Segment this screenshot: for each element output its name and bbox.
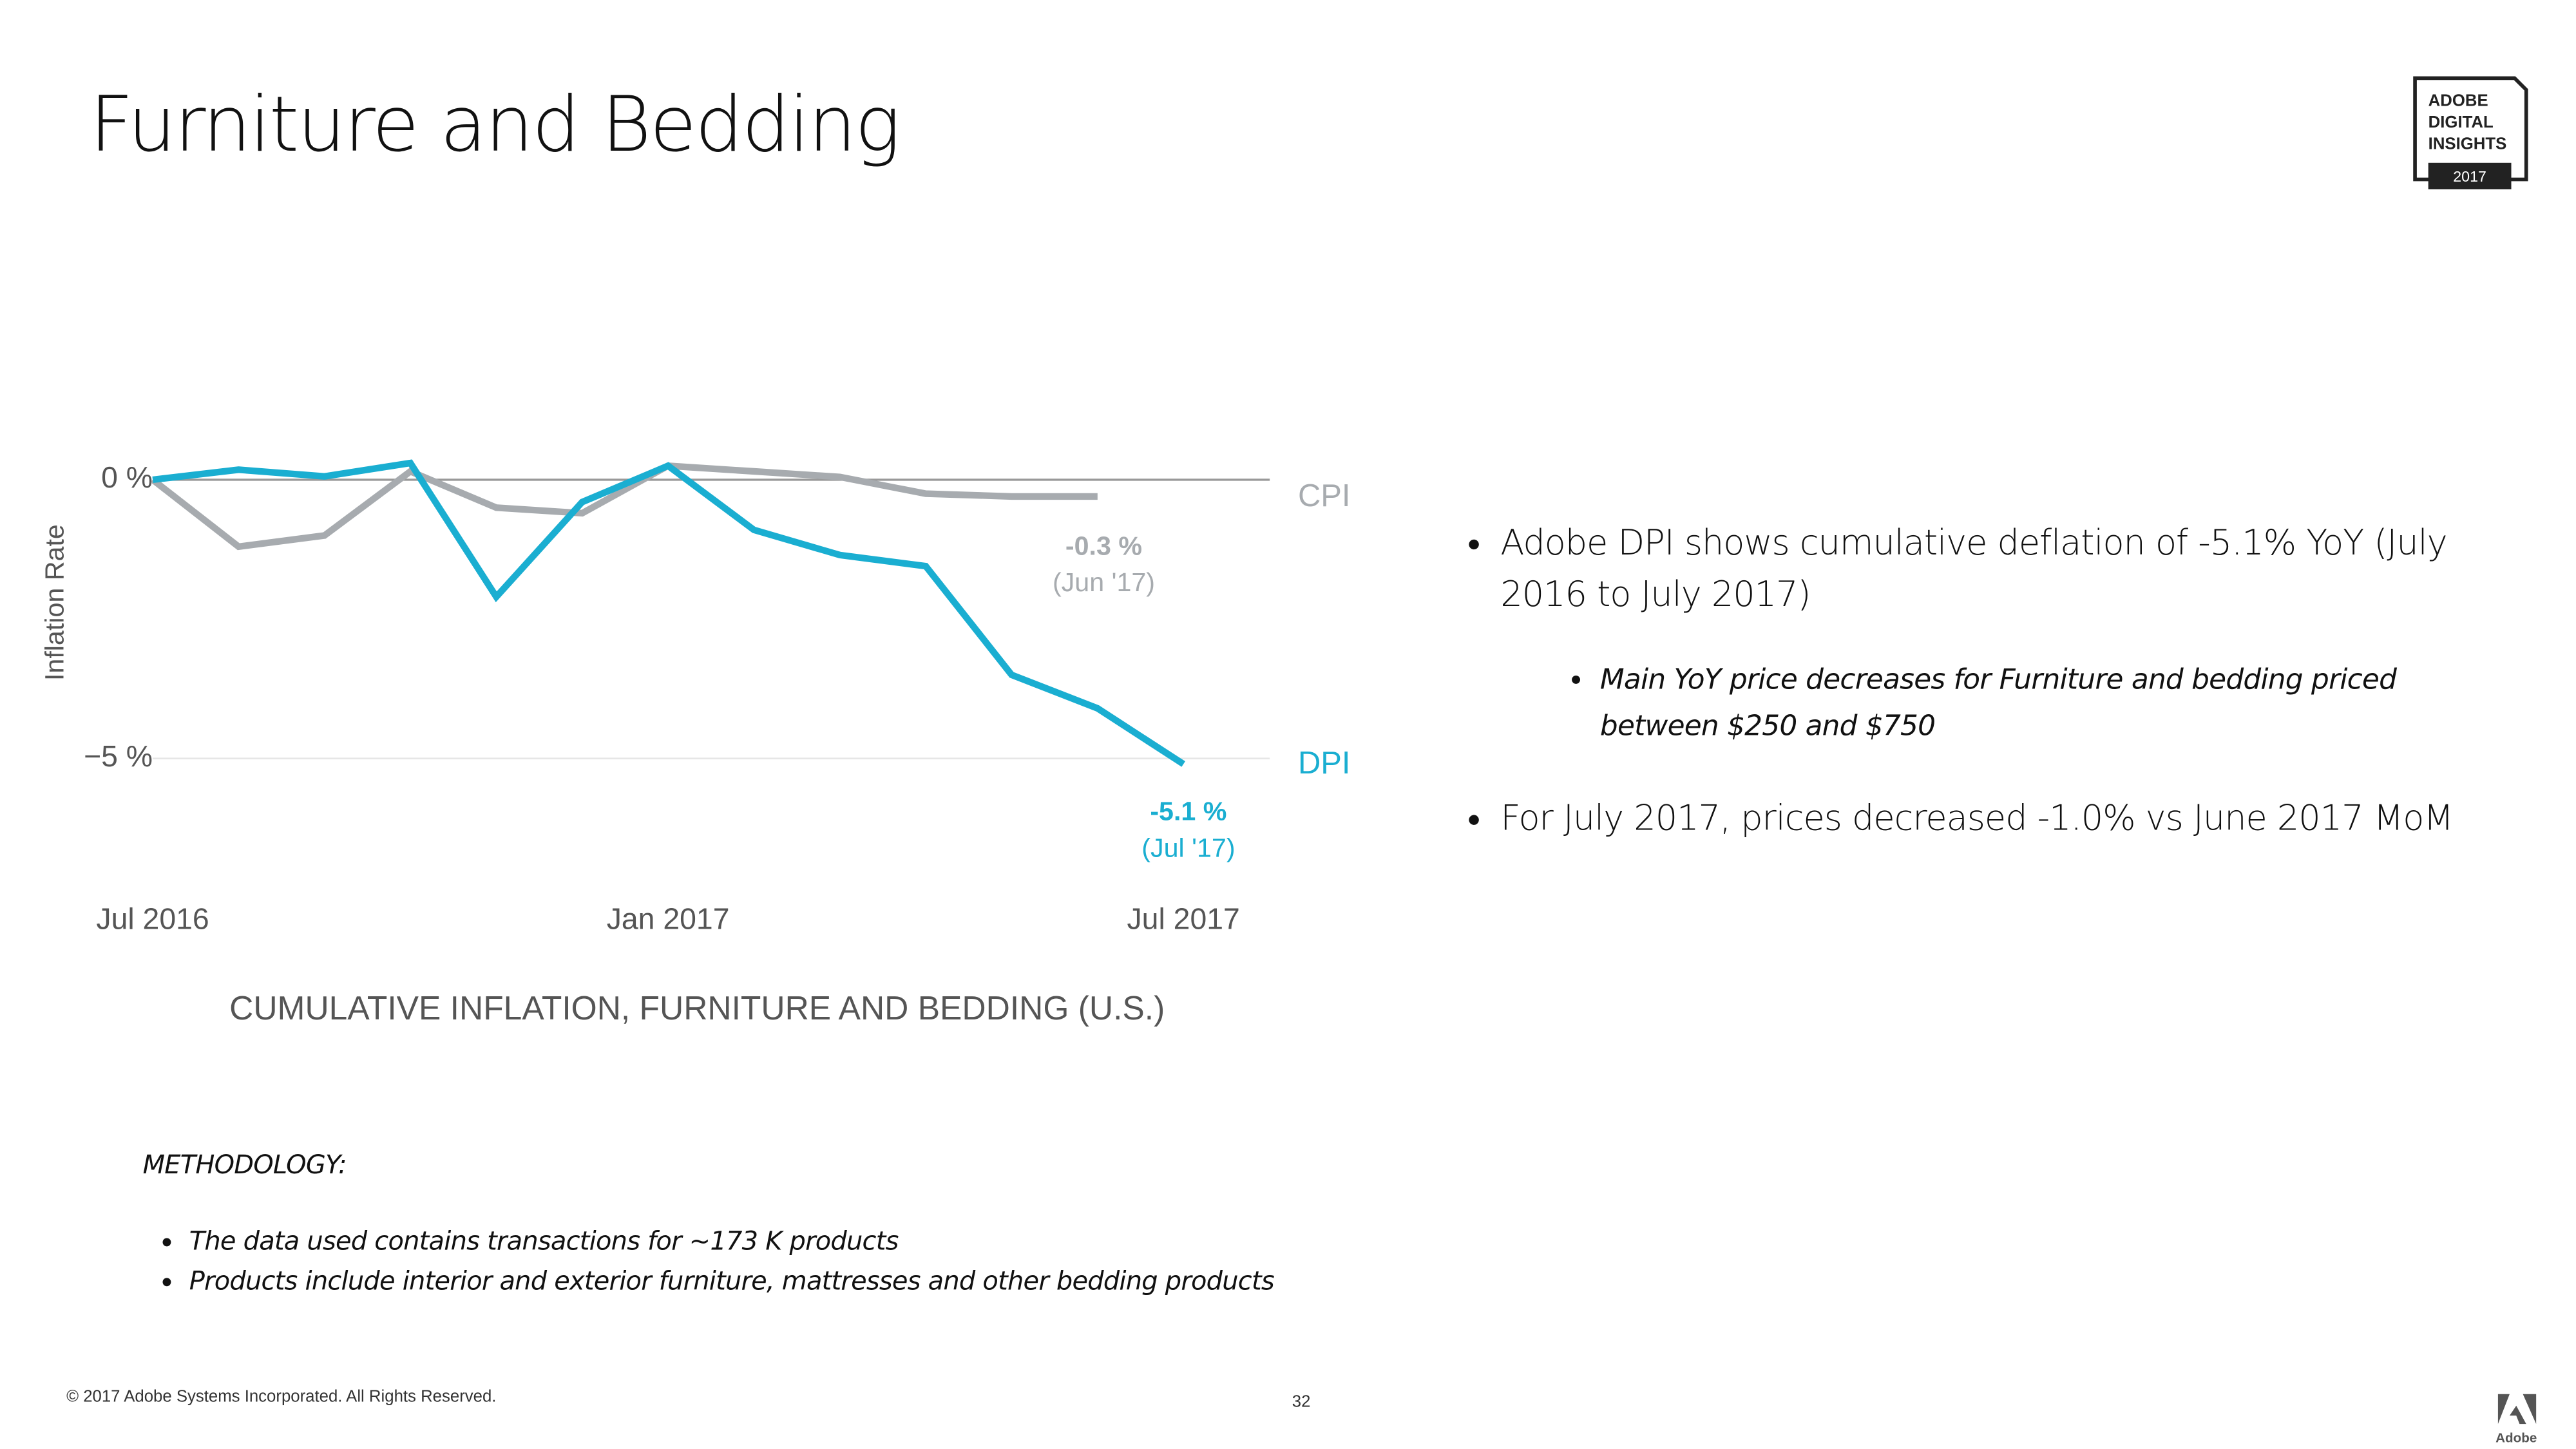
- bullet-text: Adobe DPI shows cumulative deflation of …: [1500, 522, 2447, 614]
- annotation-note: (Jul '17): [1141, 833, 1235, 862]
- logo-line: INSIGHTS: [2428, 135, 2507, 153]
- y-tick-label: −5 %: [84, 739, 153, 773]
- logo-line: DIGITAL: [2428, 113, 2494, 131]
- annotation-note: (Jun '17): [1053, 567, 1155, 597]
- methodology-list: The data used contains transactions for …: [143, 1222, 1305, 1302]
- y-tick-label: 0 %: [101, 460, 153, 494]
- sub-bullets: Main YoY price decreases for Furniture a…: [1500, 658, 2506, 750]
- series-label: CPI: [1298, 478, 1351, 513]
- bullet-list: Adobe DPI shows cumulative deflation of …: [1444, 518, 2506, 845]
- methodology: METHODOLOGY: The data used contains tran…: [143, 1145, 1305, 1327]
- logo-year: 2017: [2453, 168, 2486, 185]
- bullets: Adobe DPI shows cumulative deflation of …: [1444, 518, 2506, 949]
- logo-line: ADOBE: [2428, 91, 2488, 109]
- methodology-heading: METHODOLOGY:: [142, 1150, 347, 1180]
- y-axis-label: Inflation Rate: [39, 524, 69, 681]
- chart-caption: CUMULATIVE INFLATION, FURNITURE AND BEDD…: [229, 989, 1165, 1027]
- x-tick-label: Jan 2017: [607, 902, 730, 936]
- logo-year-box: [2428, 162, 2512, 190]
- line-series: [152, 459, 1185, 767]
- brand-mark: [2497, 1394, 2537, 1425]
- bullet-list-items: Adobe DPI shows cumulative deflation of …: [1444, 518, 2506, 845]
- bullet: For July 2017, prices decreased -1.0% vs…: [1500, 793, 2506, 845]
- methodology-block: METHODOLOGY: The data used contains tran…: [143, 1145, 1305, 1301]
- chart: 0 % −5 % Inflation Rate Jul 2016 Jan 2017 Jul…: [39, 459, 1351, 1027]
- bullet: Adobe DPI shows cumulative deflation of …: [1500, 518, 2506, 750]
- sub-bullet: Main YoY price decreases for Furniture a…: [1600, 658, 2506, 750]
- line-series: [150, 462, 1098, 551]
- x-tick-label: Jul 2016: [96, 902, 209, 936]
- x-tick-label: Jul 2017: [1127, 902, 1239, 936]
- methodology-item: The data used contains transactions for …: [189, 1222, 1305, 1262]
- series-label: DPI: [1298, 746, 1351, 781]
- copyright: © 2017 Adobe Systems Incorporated. All R…: [66, 1388, 496, 1406]
- logo: ADOBE DIGITAL INSIGHTS 2017: [2413, 76, 2528, 190]
- brand-name: Adobe: [2495, 1431, 2537, 1446]
- logo-frame: [2413, 76, 2528, 182]
- annotation-value: -5.1 %: [1150, 797, 1226, 826]
- page-number: 32: [1292, 1392, 1311, 1410]
- bullet-text: For July 2017, prices decreased -1.0% vs…: [1500, 798, 2454, 838]
- methodology-item: Products include interior and exterior f…: [189, 1262, 1305, 1302]
- slide-title: Furniture and Bedding: [90, 80, 899, 169]
- annotation-value: -0.3 %: [1065, 531, 1142, 560]
